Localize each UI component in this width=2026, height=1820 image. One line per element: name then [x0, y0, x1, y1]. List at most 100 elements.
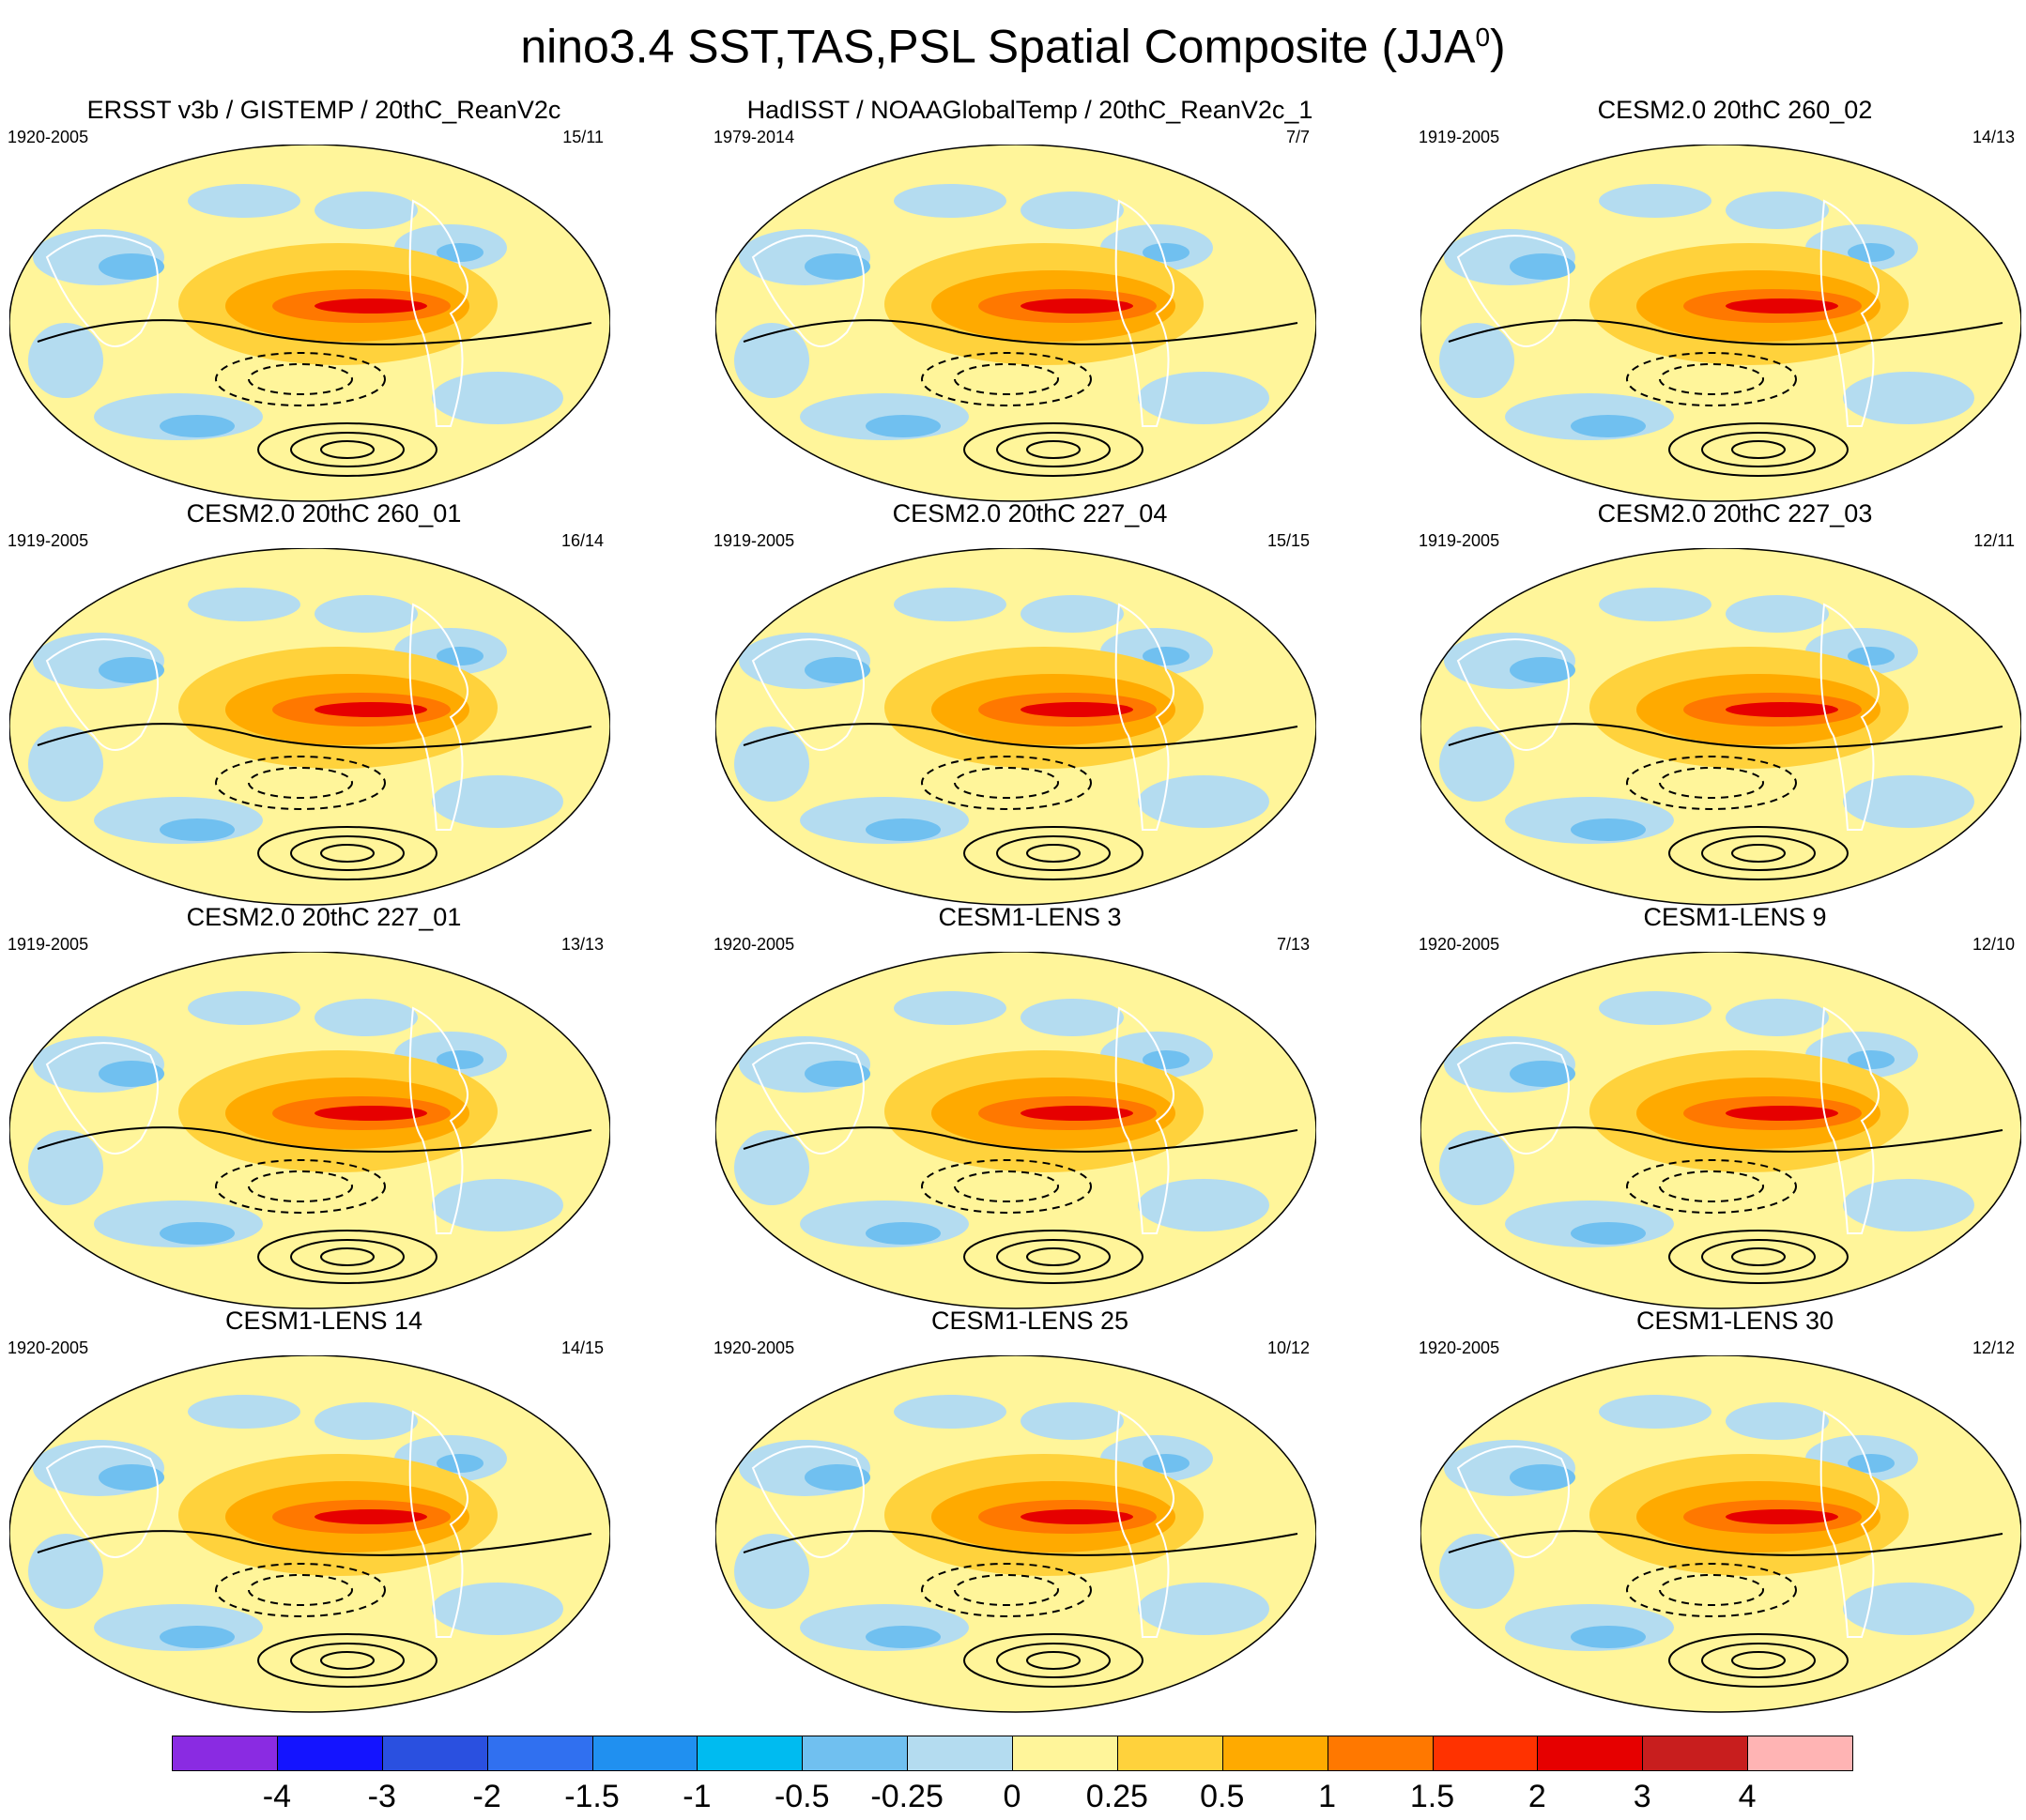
globe-border	[715, 1355, 1316, 1713]
colorbar-label: 0.5	[1200, 1779, 1245, 1814]
cool-anomaly	[866, 415, 941, 437]
cool-anomaly	[160, 415, 235, 437]
panel-period: 1920-2005	[8, 1338, 89, 1357]
psl-contour-positive	[1026, 1651, 1081, 1670]
cool-anomaly	[805, 657, 870, 683]
psl-contour-negative	[1626, 756, 1797, 810]
colorbar-swatch	[1221, 1736, 1328, 1771]
map-panel: CESM2.0 20thC 260_01 1919-2005 16/14	[0, 497, 648, 910]
psl-contour-positive	[257, 826, 437, 880]
cool-anomaly	[1021, 595, 1124, 633]
continent-outline	[1456, 638, 1570, 751]
panel-title: CESM2.0 20thC 227_03	[1597, 499, 1873, 528]
panel-period: 1920-2005	[714, 1338, 795, 1357]
cool-anomaly	[734, 323, 809, 398]
psl-contour-positive	[996, 1643, 1111, 1678]
psl-contour-positive	[257, 1230, 437, 1284]
psl-contour-positive	[1668, 1633, 1849, 1688]
cool-anomaly	[1439, 1130, 1514, 1205]
continent-outline	[45, 638, 159, 751]
cool-anomaly	[99, 1464, 164, 1491]
globe-border	[715, 548, 1316, 906]
cool-anomaly	[99, 1061, 164, 1087]
cool-anomaly	[188, 184, 300, 218]
map-panel: CESM1-LENS 9 1920-2005 12/10	[1411, 901, 2026, 1314]
psl-contour-negative	[248, 363, 353, 395]
panel-period: 1919-2005	[8, 935, 89, 954]
cool-anomaly	[1599, 184, 1711, 218]
psl-contour-positive	[963, 1633, 1143, 1688]
warm-anomaly	[315, 1106, 427, 1121]
colorbar-swatch	[1432, 1736, 1539, 1771]
cool-anomaly	[894, 184, 1006, 218]
map-panel: CESM1-LENS 3 1920-2005 7/13	[706, 901, 1354, 1314]
cool-anomaly	[99, 657, 164, 683]
panel-count: 7/7	[1285, 128, 1310, 146]
cool-anomaly	[437, 647, 483, 665]
continent-outline	[1114, 603, 1174, 831]
map-globe	[1420, 145, 2021, 502]
warm-anomaly	[1021, 1509, 1133, 1524]
continent-outline	[45, 1042, 159, 1155]
map-globe	[1420, 548, 2021, 906]
warm-anomaly	[1021, 298, 1133, 314]
map-globe	[715, 548, 1316, 906]
panel-title: CESM2.0 20thC 227_01	[186, 903, 462, 931]
cool-anomaly	[1848, 1454, 1895, 1473]
colorbar-swatch	[1327, 1736, 1434, 1771]
cool-anomaly	[1848, 1050, 1895, 1069]
continent-outline	[751, 1042, 865, 1155]
cool-anomaly	[160, 1626, 235, 1648]
psl-contour-negative	[1659, 363, 1764, 395]
panel-title: CESM1-LENS 25	[930, 1307, 1129, 1335]
colorbar-swatch	[1537, 1736, 1644, 1771]
panel-title: HadISST / NOAAGlobalTemp / 20thC_ReanV2c…	[746, 96, 1313, 124]
panel-count: 14/13	[1972, 128, 2015, 146]
map-globe	[715, 952, 1316, 1309]
colorbar-label: 1	[1318, 1779, 1337, 1814]
psl-contour-positive	[257, 422, 437, 477]
cool-anomaly	[1021, 191, 1124, 229]
psl-contour-positive	[320, 440, 375, 459]
psl-contour-positive	[1731, 1651, 1786, 1670]
cool-anomaly	[437, 1454, 483, 1473]
cool-anomaly	[1510, 1061, 1575, 1087]
cool-anomaly	[315, 191, 418, 229]
psl-contour-positive	[290, 1239, 405, 1275]
map-globe	[715, 1355, 1316, 1713]
panel-title: ERSST v3b / GISTEMP / 20thC_ReanV2c	[86, 96, 561, 124]
cool-anomaly	[1439, 323, 1514, 398]
continent-outline	[1114, 1410, 1174, 1638]
continent-outline	[45, 235, 159, 347]
cool-anomaly	[734, 1130, 809, 1205]
colorbar-swatch	[276, 1736, 383, 1771]
psl-contour-negative	[954, 1170, 1059, 1202]
cool-anomaly	[805, 1464, 870, 1491]
cool-anomaly	[188, 588, 300, 621]
panel-title: CESM1-LENS 3	[938, 903, 1122, 931]
warm-anomaly	[1021, 702, 1133, 717]
colorbar-swatch	[1116, 1736, 1223, 1771]
map-panel: HadISST / NOAAGlobalTemp / 20thC_ReanV2c…	[706, 94, 1354, 507]
cool-anomaly	[188, 991, 300, 1025]
cool-anomaly	[432, 372, 563, 424]
panel-period: 1920-2005	[1419, 935, 1500, 954]
psl-contour-negative	[215, 1159, 386, 1214]
map-panel: CESM2.0 20thC 260_02 1919-2005 14/13	[1411, 94, 2026, 507]
psl-contour-negative	[1626, 1563, 1797, 1617]
map-globe	[1420, 952, 2021, 1309]
psl-contour-negative	[921, 756, 1092, 810]
colorbar-swatch	[1642, 1736, 1749, 1771]
panel-count: 16/14	[560, 531, 604, 550]
globe-border	[715, 145, 1316, 502]
colorbar-label: -3	[367, 1779, 396, 1814]
map-panel: CESM2.0 20thC 227_04 1919-2005 15/15	[706, 497, 1354, 910]
cool-anomaly	[160, 1222, 235, 1245]
psl-contour-positive	[290, 432, 405, 467]
cool-anomaly	[734, 1534, 809, 1609]
map-panel: CESM2.0 20thC 227_01 1919-2005 13/13	[0, 901, 648, 1314]
colorbar-label: 2	[1527, 1779, 1546, 1814]
colorbar-swatch	[172, 1736, 278, 1771]
colorbar-label: -0.25	[870, 1779, 944, 1814]
colorbar-swatch	[486, 1736, 593, 1771]
